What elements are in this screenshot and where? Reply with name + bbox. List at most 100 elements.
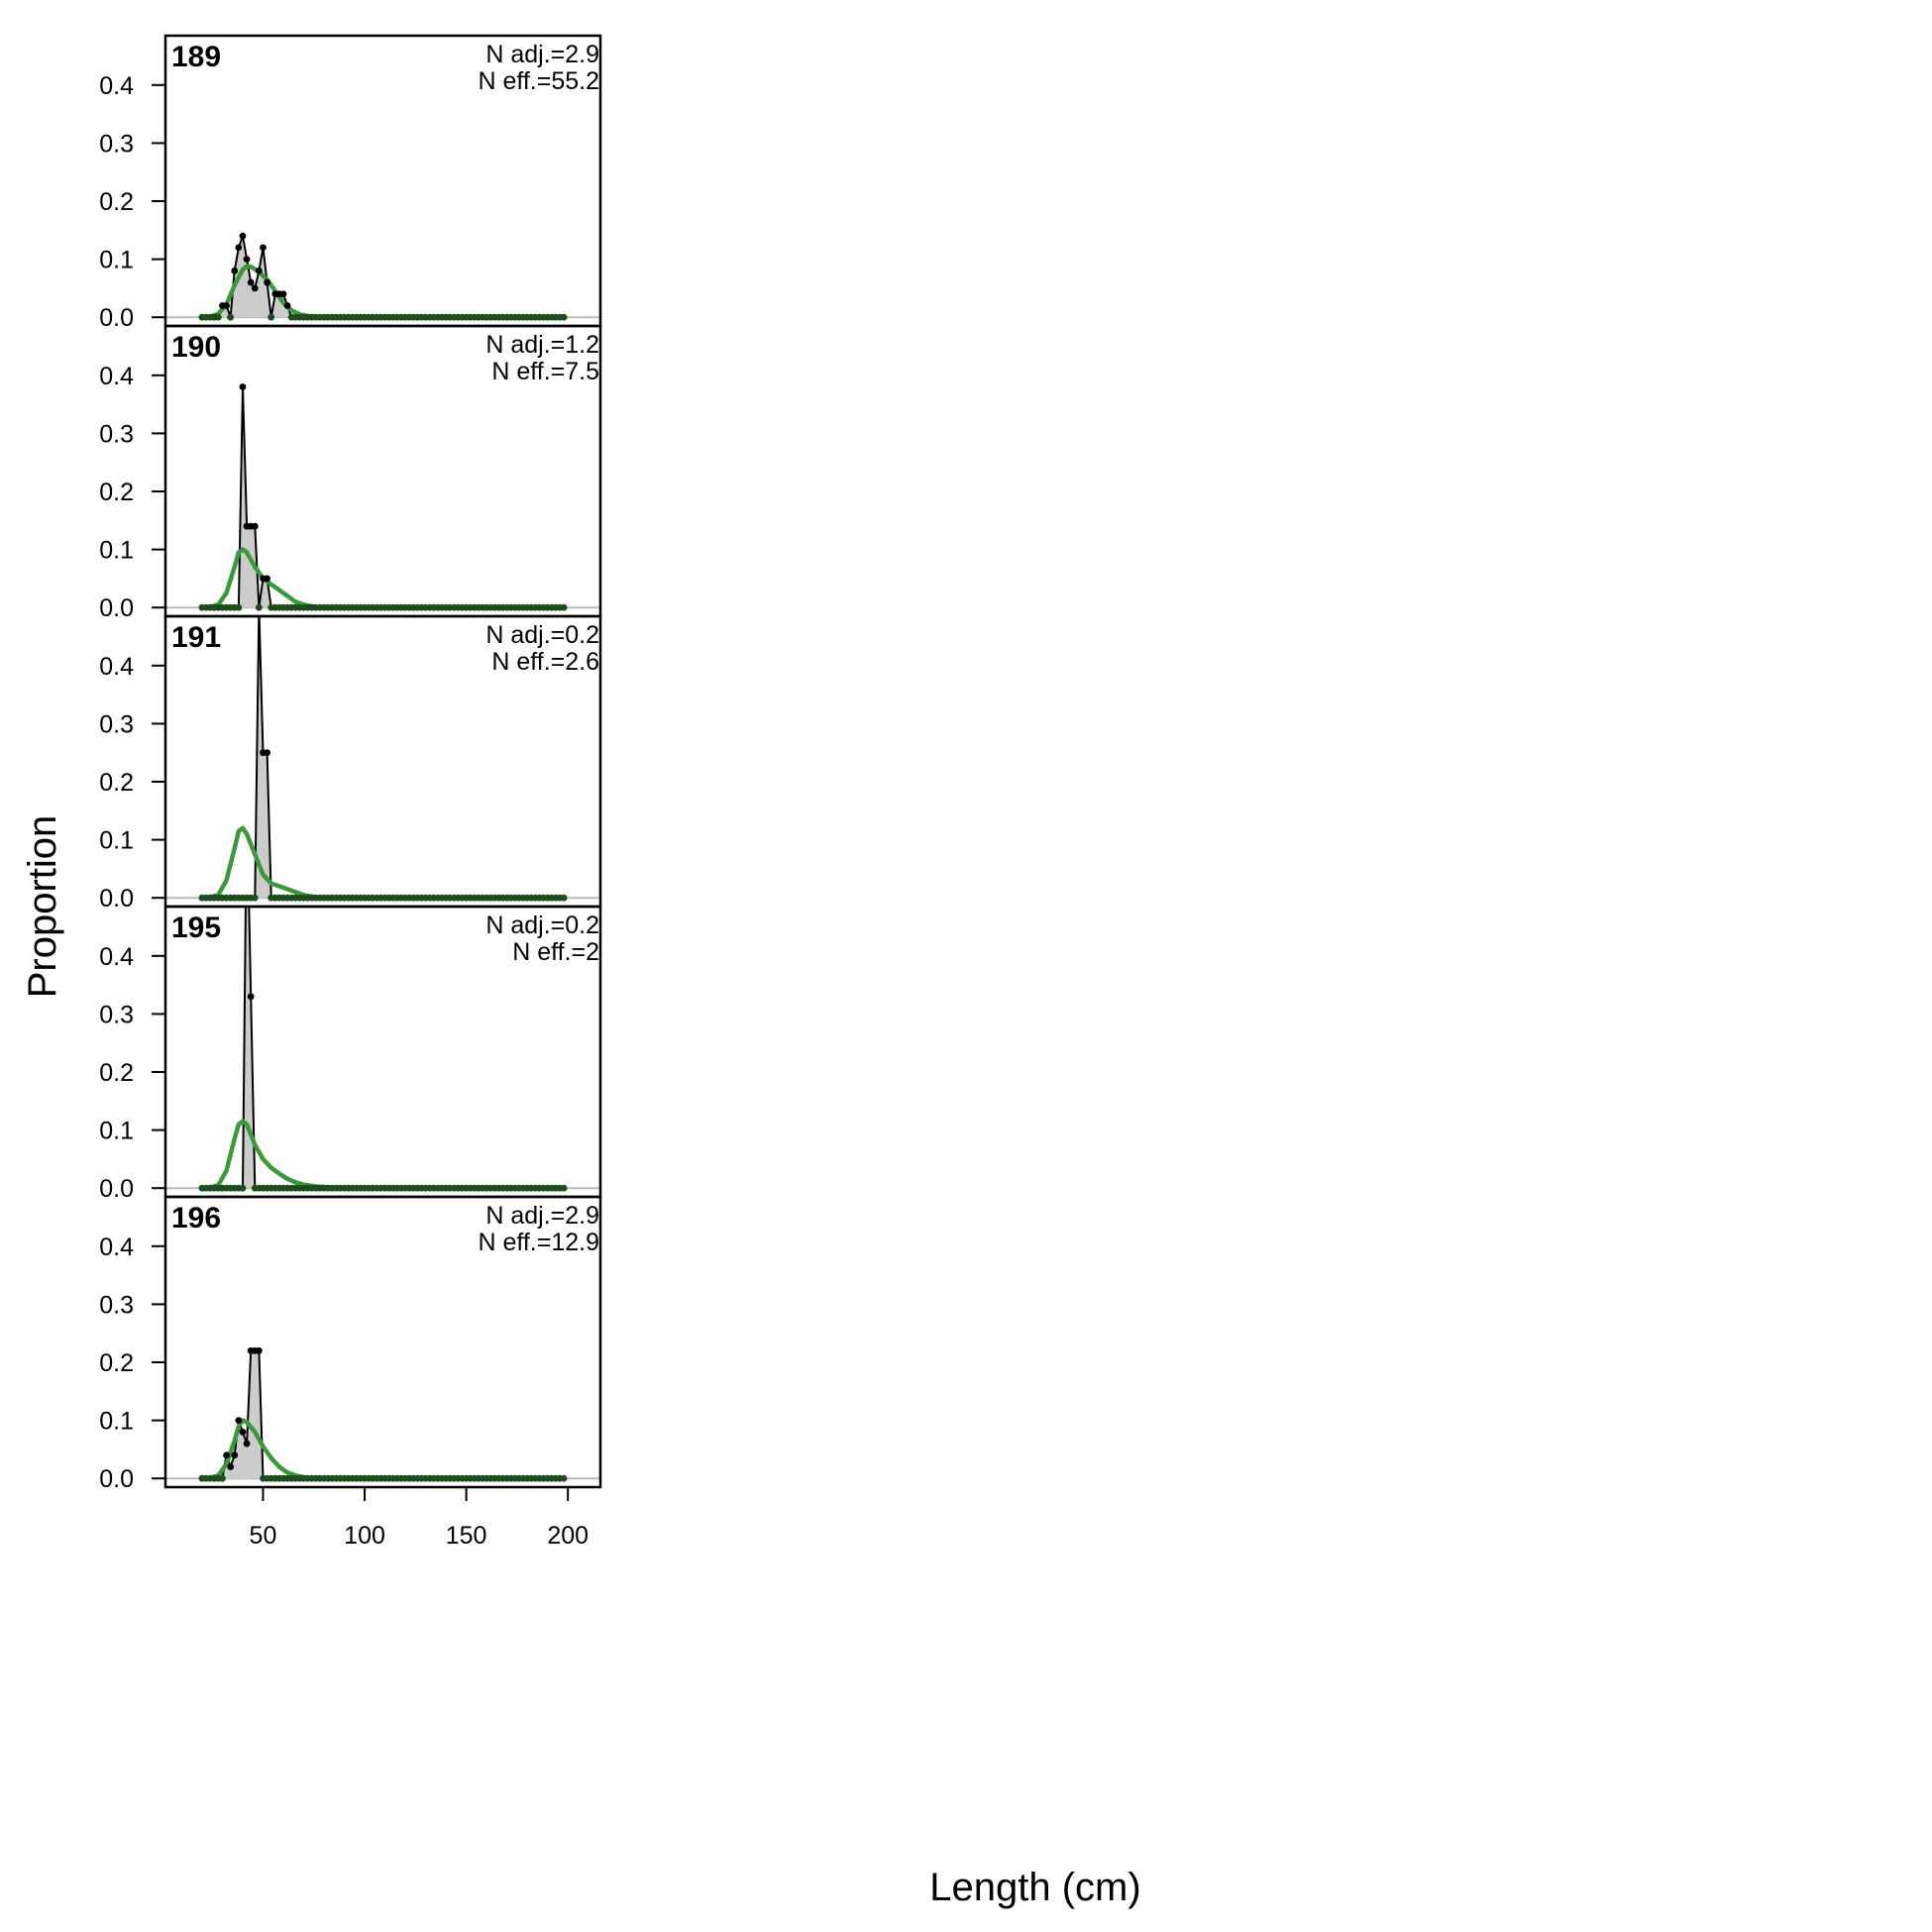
observed-point — [239, 1184, 247, 1192]
observed-point — [239, 232, 247, 240]
y-tick-label: 0.3 — [99, 130, 134, 158]
panel-195: 0.0 0.1 0.2 0.3 0.4 195 N adj.=0.2N eff.=2 — [99, 796, 602, 1203]
x-tick-label: 100 — [344, 1522, 385, 1550]
observed-point — [239, 383, 247, 390]
observed-point — [247, 993, 255, 1001]
y-tick-label: 0.3 — [99, 1291, 134, 1319]
y-tick-label: 0.2 — [99, 1349, 134, 1377]
n-eff-text: N eff.=12.9 — [478, 1229, 599, 1256]
observed-point — [279, 290, 287, 298]
n-adj-text: N adj.=2.9 — [485, 41, 599, 68]
y-tick-label: 0.0 — [99, 304, 134, 332]
x-tick-label: 50 — [250, 1522, 277, 1550]
x-axis-title: Length (cm) — [929, 1866, 1140, 1909]
y-tick-label: 0.2 — [99, 1059, 134, 1087]
observed-point — [560, 894, 568, 902]
y-tick-label: 0.0 — [99, 1175, 134, 1203]
observed-point — [239, 1428, 247, 1436]
observed-area — [201, 1350, 565, 1479]
y-tick-label: 0.3 — [99, 420, 134, 448]
y-tick-label: 0.1 — [99, 827, 134, 855]
observed-point — [560, 1184, 568, 1192]
observed-point — [251, 894, 259, 902]
observed-point — [247, 278, 255, 286]
observed-point — [560, 313, 568, 321]
y-tick-label: 0.2 — [99, 479, 134, 506]
y-tick-label: 0.3 — [99, 1001, 134, 1028]
panel-plot-area — [165, 616, 600, 902]
observed-point — [264, 278, 270, 286]
panel-191: 0.0 0.1 0.2 0.3 0.4 191 N adj.=0.2N eff.=2.6 — [99, 614, 602, 912]
observed-point — [223, 302, 230, 309]
observed-point — [255, 1346, 263, 1354]
panel-label: 191 — [171, 621, 221, 654]
n-adj-text: N adj.=2.9 — [485, 1202, 599, 1230]
n-adj-text: N adj.=0.2 — [485, 621, 599, 649]
y-tick-label: 0.1 — [99, 1118, 134, 1145]
panel-plot-area — [165, 232, 600, 321]
y-tick-label: 0.4 — [99, 1234, 134, 1261]
n-adj-text: N adj.=1.2 — [485, 331, 599, 359]
panel-plot-area — [165, 383, 600, 611]
observed-point — [227, 313, 235, 321]
observed-point — [243, 256, 251, 264]
y-tick-label: 0.4 — [99, 363, 134, 390]
observed-point — [255, 603, 263, 611]
observed-point — [227, 1463, 235, 1470]
panel-label: 189 — [171, 41, 221, 73]
y-tick-label: 0.2 — [99, 188, 134, 216]
panel-plot-area — [165, 1346, 600, 1482]
observed-point — [223, 1451, 230, 1459]
observed-point — [235, 244, 243, 252]
observed-point — [251, 284, 259, 292]
observed-point — [231, 267, 239, 274]
y-tick-label: 0.1 — [99, 247, 134, 274]
y-tick-label: 0.0 — [99, 594, 134, 622]
y-tick-label: 0.0 — [99, 1465, 134, 1493]
observed-point — [231, 1451, 239, 1459]
observed-point — [244, 796, 251, 803]
observed-point — [283, 302, 291, 309]
x-tick-label: 200 — [547, 1522, 589, 1550]
panel-frame — [163, 1195, 602, 1489]
observed-point — [268, 313, 275, 321]
panel-190: 0.0 0.1 0.2 0.3 0.4 190 N adj.=1.2N eff.=7.5 — [99, 324, 602, 622]
n-eff-text: N eff.=2 — [512, 938, 599, 966]
y-tick-label: 0.4 — [99, 72, 134, 100]
y-tick-label: 0.3 — [99, 710, 134, 738]
expected-line — [199, 1119, 567, 1191]
observed-point — [255, 267, 263, 274]
x-axis: 50 100 150 200 — [250, 1487, 589, 1550]
n-eff-text: N eff.=2.6 — [491, 648, 599, 676]
observed-point — [560, 1474, 568, 1482]
observed-point — [560, 603, 568, 611]
panel-189: 0.0 0.1 0.2 0.3 0.4 189 N adj.=2.9N eff.=55.2 — [99, 34, 602, 332]
observed-point — [260, 244, 267, 252]
observed-point — [235, 603, 243, 611]
observed-point — [235, 1417, 243, 1425]
y-tick-label: 0.0 — [99, 885, 134, 912]
n-eff-text: N eff.=7.5 — [491, 358, 599, 385]
observed-area — [201, 236, 565, 318]
observed-area — [201, 386, 565, 608]
panel-label: 195 — [171, 912, 221, 944]
panel-196: 0.0 0.1 0.2 0.3 0.4 196 N adj.=2.9N eff.=12.9 — [99, 1195, 602, 1493]
y-tick-label: 0.4 — [99, 653, 134, 681]
observed-point — [251, 522, 259, 530]
observed-point — [264, 749, 270, 757]
n-eff-text: N eff.=55.2 — [478, 67, 599, 95]
n-adj-text: N adj.=0.2 — [485, 912, 599, 939]
panel-plot-area — [165, 796, 600, 1192]
y-tick-label: 0.2 — [99, 769, 134, 797]
y-tick-label: 0.1 — [99, 537, 134, 565]
panel-label: 196 — [171, 1202, 221, 1234]
observed-point — [214, 313, 222, 321]
y-tick-label: 0.4 — [99, 943, 134, 971]
panel-label: 190 — [171, 331, 221, 364]
y-axis-title: Proportion — [21, 815, 64, 999]
observed-point — [264, 575, 270, 583]
x-tick-label: 150 — [446, 1522, 487, 1550]
y-tick-label: 0.1 — [99, 1408, 134, 1436]
